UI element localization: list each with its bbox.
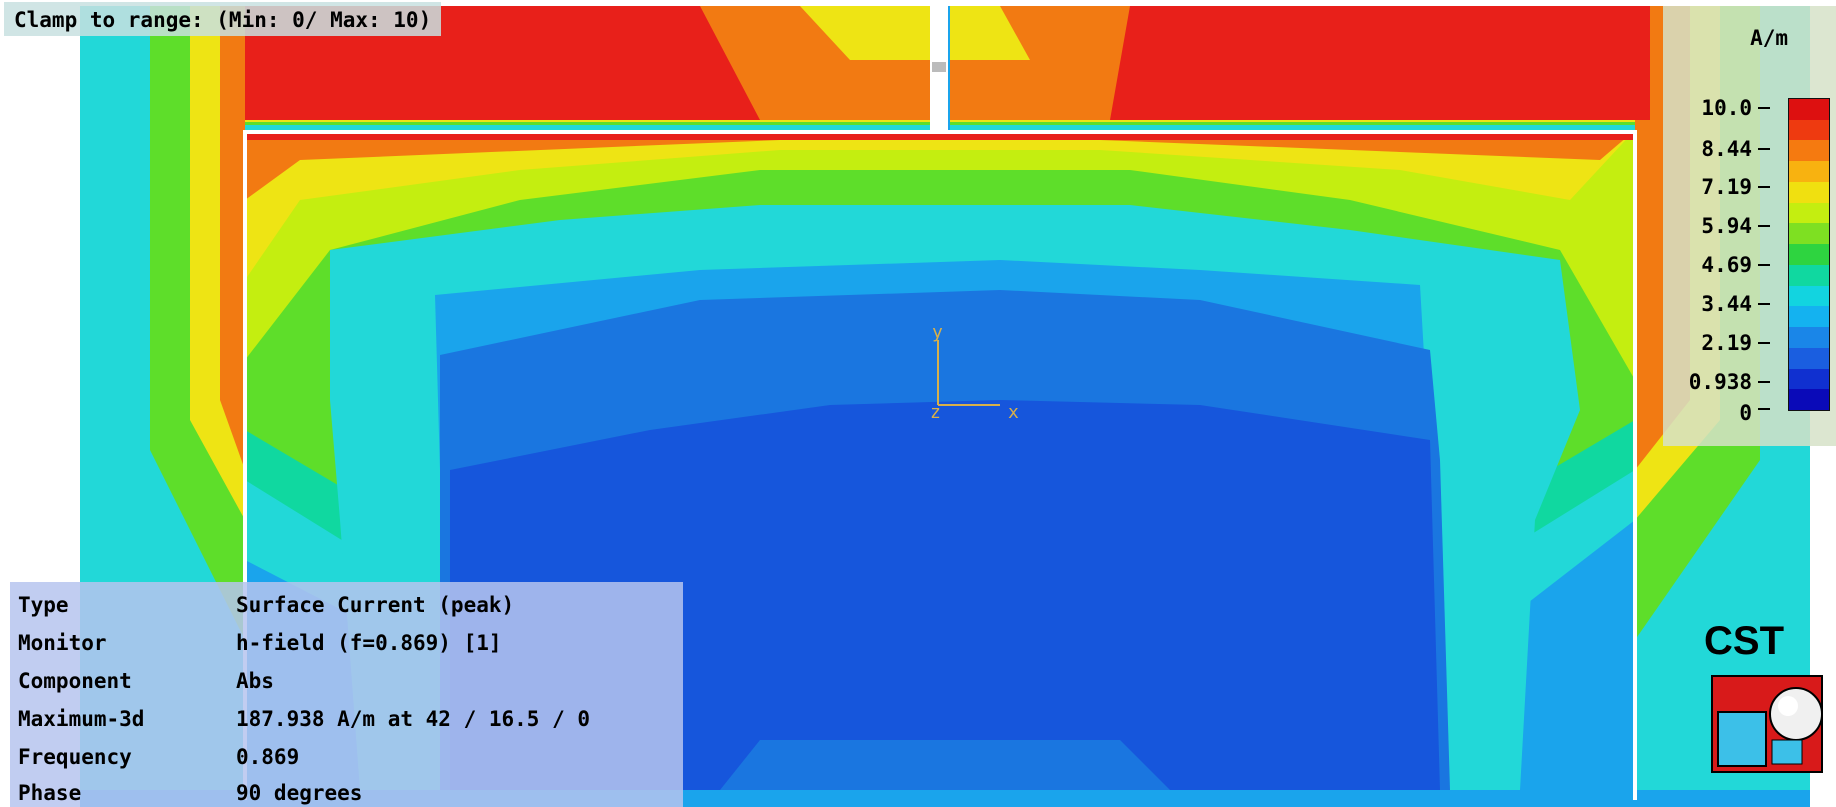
cst-logo: CST [1700,619,1830,800]
info-value: h-field (f=0.869) [1] [236,631,502,655]
legend-tick: 8.44 [1701,137,1752,161]
axis-z-label: z [930,402,941,423]
info-value: 90 degrees [236,781,363,805]
legend-unit: A/m [1750,26,1788,50]
colorbar-step [1789,140,1829,162]
legend-tick: 4.69 [1701,253,1752,277]
info-value: 187.938 A/m at 42 / 16.5 / 0 [236,707,591,731]
colorbar-step [1789,181,1829,203]
clamp-range-label: Clamp to range: (Min: 0/ Max: 10) [4,2,442,36]
info-value: Surface Current (peak) [236,593,515,617]
axis-triad [937,340,1000,406]
legend-tick: 7.19 [1701,175,1752,199]
legend-colorbar [1788,98,1830,411]
colorbar-step [1789,327,1829,348]
legend-tick: 0.938 [1688,370,1752,394]
colorbar-step [1789,347,1829,369]
cst-logo-text: CST [1704,620,1784,663]
colorbar-step [1789,119,1829,141]
cst-logo-graphic: CST [1704,619,1823,773]
slot-feed [932,62,946,72]
axis-y-label: y [932,322,943,343]
info-key: Component [18,669,132,693]
info-key: Type [18,593,69,617]
info-key: Monitor [18,631,107,655]
info-value: Abs [236,669,274,693]
colorbar-step [1789,285,1829,307]
info-value: 0.869 [236,745,300,769]
color-legend: A/m 10.0 8.44 7.19 5.94 4.69 3.44 2.19 0… [1663,6,1836,446]
axis-x-label: x [1008,402,1019,423]
structure-outline [243,130,1637,800]
colorbar-step [1789,202,1829,224]
colorbar-step [1789,223,1829,245]
info-key: Frequency [18,745,132,769]
legend-tick: 10.0 [1701,96,1752,120]
colorbar-step [1789,264,1829,286]
legend-tick: 0 [1739,401,1752,425]
legend-tick: 2.19 [1701,331,1752,355]
info-key: Phase [18,781,82,805]
colorbar-step [1789,161,1829,182]
legend-tick: 3.44 [1701,292,1752,316]
colorbar-step [1789,99,1829,120]
colorbar-step [1789,389,1829,411]
info-key: Maximum-3d [18,707,145,731]
colorbar-step [1789,306,1829,328]
result-info-panel: Type Surface Current (peak) Monitor h-fi… [10,582,683,807]
colorbar-step [1789,244,1829,265]
legend-tick: 5.94 [1701,214,1752,238]
colorbar-step [1789,368,1829,390]
